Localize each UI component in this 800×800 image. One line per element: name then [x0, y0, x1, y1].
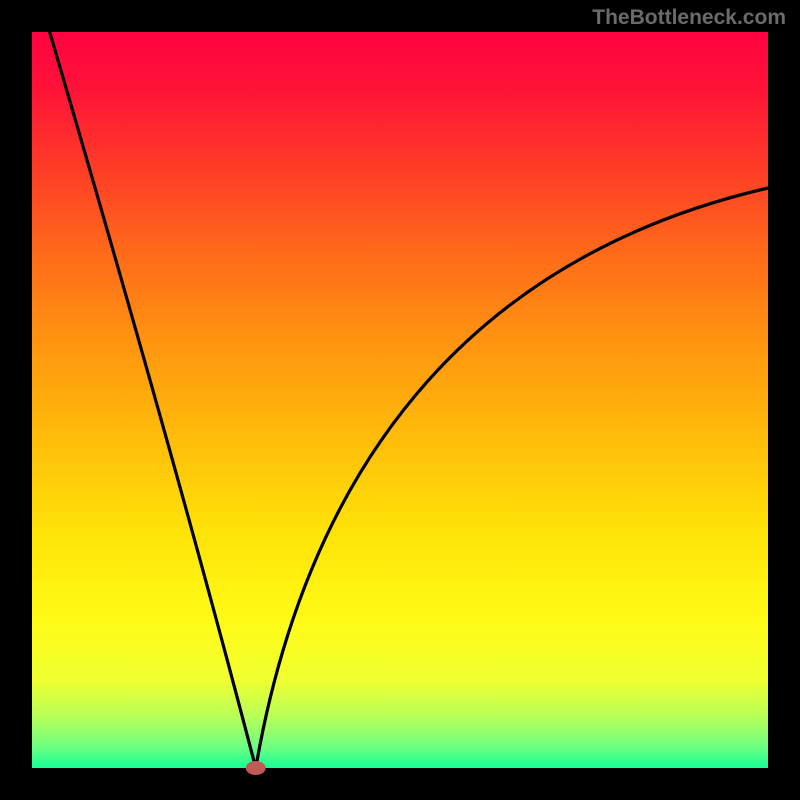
chart-gradient-bg [32, 32, 768, 768]
watermark-text: TheBottleneck.com [592, 6, 786, 30]
chart-container: TheBottleneck.com [0, 0, 800, 800]
bottleneck-chart [0, 0, 800, 800]
optimum-marker [246, 761, 266, 775]
